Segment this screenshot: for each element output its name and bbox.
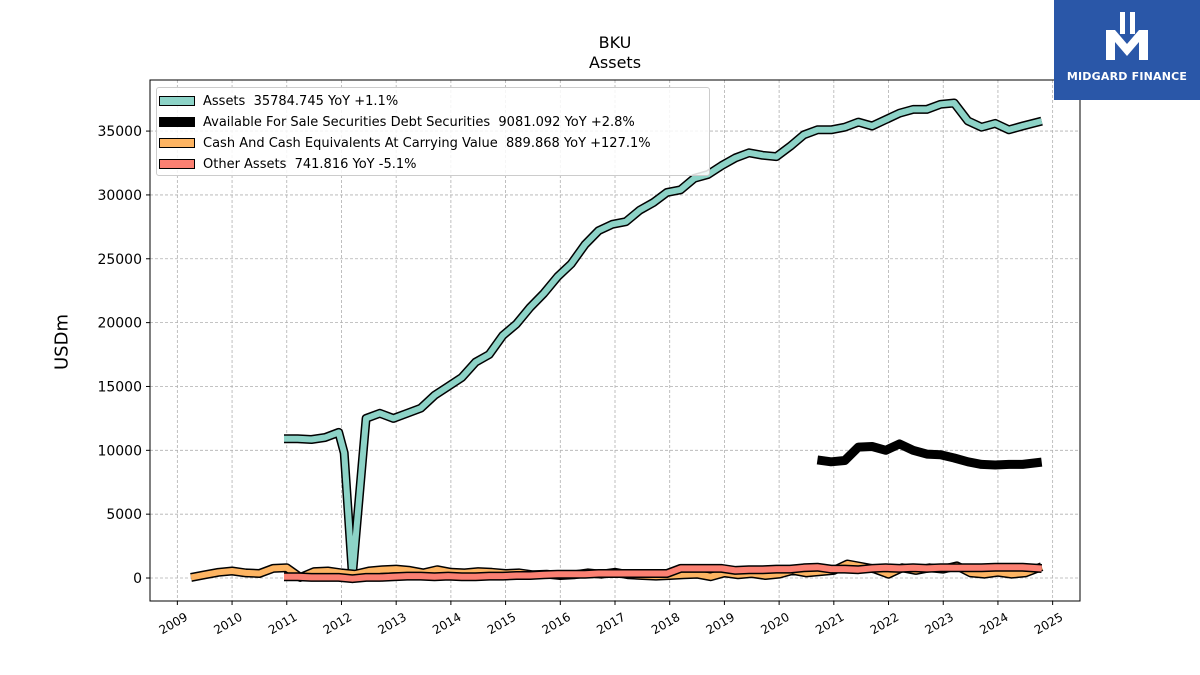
legend-swatch-cash bbox=[159, 138, 195, 148]
series-line-other-assets bbox=[284, 564, 1042, 582]
x-tick-label: 2012 bbox=[321, 610, 354, 637]
x-tick-label: 2019 bbox=[704, 610, 737, 637]
logo-text: MIDGARD FINANCE bbox=[1066, 70, 1188, 83]
legend-label-cash: Cash And Cash Equivalents At Carrying Va… bbox=[203, 135, 651, 151]
legend-swatch-other-assets bbox=[159, 159, 195, 169]
x-tick-label: 2020 bbox=[758, 610, 791, 637]
y-tick-label: 15000 bbox=[97, 379, 142, 395]
y-tick-label: 30000 bbox=[97, 188, 142, 204]
series-layer bbox=[190, 98, 1044, 584]
x-tick-label: 2011 bbox=[266, 610, 299, 637]
y-tick-label: 0 bbox=[133, 571, 142, 587]
x-tick-label: 2014 bbox=[430, 610, 463, 637]
legend: Assets 35784.745 YoY +1.1% Available For… bbox=[156, 87, 710, 176]
plot-frame bbox=[149, 79, 1081, 602]
y-tick-label: 10000 bbox=[97, 443, 142, 459]
legend-item-afs-securities: Available For Sale Securities Debt Secur… bbox=[159, 113, 635, 131]
legend-label-afs-securities: Available For Sale Securities Debt Secur… bbox=[203, 114, 635, 130]
y-tick-label: 5000 bbox=[106, 507, 142, 523]
logo-mark-icon bbox=[1106, 12, 1148, 60]
legend-swatch-assets bbox=[159, 96, 195, 106]
x-tick-label: 2023 bbox=[923, 610, 956, 637]
y-axis-label: USDm bbox=[51, 314, 73, 370]
x-tick-label: 2024 bbox=[977, 610, 1010, 637]
x-tick-label: 2009 bbox=[157, 610, 190, 637]
x-tick-label: 2010 bbox=[211, 610, 244, 637]
x-tick-label: 2025 bbox=[1032, 610, 1065, 637]
y-tick-label: 20000 bbox=[97, 316, 142, 332]
legend-item-other-assets: Other Assets 741.816 YoY -5.1% bbox=[159, 155, 416, 173]
series-line-afs-securities bbox=[816, 439, 1043, 470]
legend-item-assets: Assets 35784.745 YoY +1.1% bbox=[159, 92, 398, 110]
x-tick-label: 2016 bbox=[540, 610, 573, 637]
gridlines bbox=[150, 80, 1080, 601]
chart-subtitle: Assets bbox=[588, 53, 642, 72]
x-tick-label: 2017 bbox=[594, 610, 627, 637]
y-tick-label: 25000 bbox=[97, 252, 142, 268]
chart-title: BKU bbox=[598, 33, 632, 52]
legend-item-cash: Cash And Cash Equivalents At Carrying Va… bbox=[159, 134, 651, 152]
legend-swatch-afs-securities bbox=[159, 117, 195, 127]
x-tick-label: 2021 bbox=[813, 610, 846, 637]
series-line-assets bbox=[284, 100, 1043, 579]
x-tick-label: 2013 bbox=[375, 610, 408, 637]
legend-label-other-assets: Other Assets 741.816 YoY -5.1% bbox=[203, 156, 417, 172]
legend-label-assets: Assets 35784.745 YoY +1.1% bbox=[203, 93, 399, 109]
y-tick-label: 35000 bbox=[97, 124, 142, 140]
x-tick-label: 2018 bbox=[649, 610, 682, 637]
x-tick-label: 2015 bbox=[485, 610, 518, 637]
x-tick-label: 2022 bbox=[868, 610, 901, 637]
brand-logo: MIDGARD FINANCE bbox=[1054, 0, 1200, 100]
